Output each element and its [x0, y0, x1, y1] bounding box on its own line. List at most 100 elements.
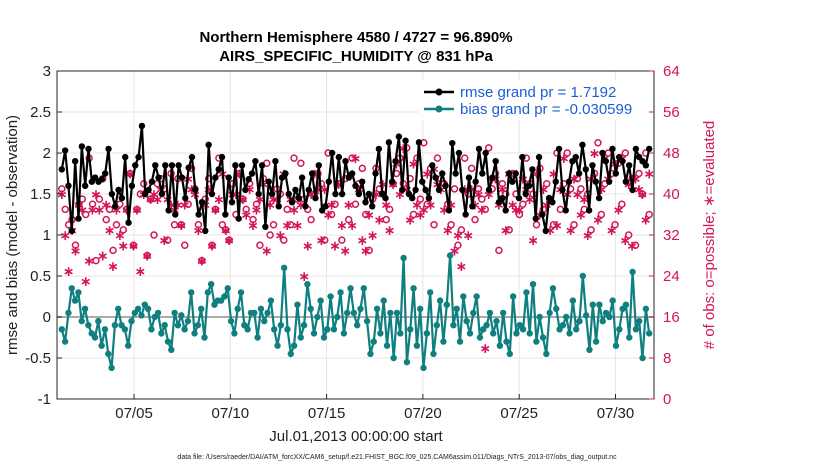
bias-marker [606, 313, 613, 321]
rmse-marker [348, 170, 356, 177]
x-tick-label: 07/25 [500, 405, 538, 422]
data-file-footer: data file: /Users/raeder/DAI/ATM_forcXX/… [177, 454, 617, 461]
rmse-marker [365, 190, 373, 198]
obs-evaluated-marker: ∗ [145, 191, 157, 207]
bias-marker [582, 312, 590, 319]
rmse-marker [592, 178, 599, 185]
bias-marker [324, 326, 331, 333]
obs-possible-marker [344, 215, 353, 224]
obs-evaluated-marker: ∗ [244, 181, 256, 197]
x-tick-label: 07/10 [212, 405, 250, 422]
rmse-marker [622, 178, 630, 185]
bias-marker [181, 326, 188, 333]
rmse-marker [135, 153, 142, 161]
obs-possible-marker [481, 205, 490, 214]
bias-marker [85, 322, 92, 329]
rmse-marker [288, 199, 296, 206]
obs-possible-marker [327, 210, 336, 219]
bias-marker [138, 312, 145, 319]
obs-possible-marker [505, 226, 513, 234]
rmse-marker [295, 194, 302, 202]
bias-marker [563, 313, 570, 321]
rmse-marker [178, 174, 186, 181]
rmse-marker [572, 153, 579, 161]
rmse-marker [168, 162, 176, 169]
bias-marker [506, 350, 514, 358]
obs-evaluated-marker: ∗ [131, 201, 143, 217]
rmse-marker [509, 178, 516, 185]
bias-marker [546, 309, 553, 317]
obs-evaluated-marker: ∗ [517, 171, 529, 187]
bias-marker [370, 338, 377, 345]
rmse-marker [172, 211, 179, 218]
obs-evaluated-marker: ∗ [401, 181, 413, 197]
rmse-marker [502, 207, 509, 214]
obs-evaluated-marker: ∗ [411, 196, 423, 212]
legend-bias-label: bias grand pr = -0.030599 [460, 101, 632, 118]
obs-possible-marker [577, 185, 585, 193]
obs-possible-marker [211, 205, 220, 214]
bias-marker [377, 330, 384, 337]
obs-evaluated-marker: ∗ [524, 191, 536, 207]
bias-marker [300, 322, 308, 329]
bias-marker [413, 342, 421, 349]
rmse-marker [71, 158, 79, 165]
obs-possible-marker [61, 205, 69, 214]
rmse-marker [112, 203, 119, 210]
obs-evaluated-marker: ∗ [606, 222, 618, 238]
bias-marker [91, 334, 99, 341]
bias-marker [373, 305, 381, 312]
bias-marker [639, 354, 646, 362]
bias-marker [397, 330, 404, 337]
bias-marker [410, 285, 417, 292]
rmse-marker [362, 199, 369, 206]
rmse-marker [609, 145, 616, 153]
obs-evaluated-marker: ∗ [384, 222, 396, 238]
obs-possible-marker [361, 210, 370, 219]
rmse-marker [552, 178, 559, 185]
obs-evaluated-marker: ∗ [363, 207, 375, 223]
obs-possible-marker [471, 215, 479, 224]
rmse-marker [535, 153, 543, 161]
bias-marker [569, 297, 577, 304]
obs-evaluated-marker: ∗ [76, 201, 88, 217]
obs-evaluated-marker: ∗ [462, 227, 474, 243]
bias-marker [393, 309, 401, 317]
bias-marker [360, 285, 367, 292]
rmse-marker [382, 194, 389, 202]
obs-evaluated-marker: ∗ [572, 186, 584, 202]
bias-marker [529, 281, 537, 288]
bias-marker [579, 272, 587, 280]
bias-marker [344, 309, 351, 317]
bias-marker [124, 342, 132, 349]
bias-marker [98, 342, 105, 349]
legend: rmse grand pr = 1.7192 bias grand pr = -… [419, 80, 647, 120]
obs-evaluated-marker: ∗ [640, 212, 652, 228]
obs-evaluated-marker: ∗ [165, 196, 177, 212]
rmse-marker [452, 170, 459, 177]
obs-possible-marker [105, 205, 114, 214]
bias-marker [68, 285, 75, 292]
bias-marker [473, 293, 480, 300]
rmse-marker [465, 174, 473, 181]
obs-possible-marker [515, 210, 524, 219]
bias-marker [320, 334, 328, 341]
obs-evaluated-marker: ∗ [237, 191, 249, 207]
rmse-marker [462, 211, 469, 218]
obs-evaluated-marker: ∗ [83, 253, 95, 269]
obs-evaluated-marker: ∗ [507, 196, 519, 212]
obs-possible-marker [570, 221, 578, 229]
bias-marker [194, 322, 202, 329]
rmse-marker [125, 219, 132, 226]
obs-possible-marker [532, 221, 541, 229]
obs-possible-marker [208, 241, 216, 249]
rmse-marker [338, 190, 346, 198]
rmse-marker [298, 174, 306, 181]
obs-evaluated-marker: ∗ [377, 176, 389, 192]
y2-tick-label: 24 [663, 268, 680, 285]
rmse-marker [165, 207, 172, 214]
bias-marker [536, 313, 543, 321]
rmse-marker [175, 162, 182, 169]
obs-evaluated-marker: ∗ [548, 166, 560, 182]
bias-marker [310, 330, 318, 337]
